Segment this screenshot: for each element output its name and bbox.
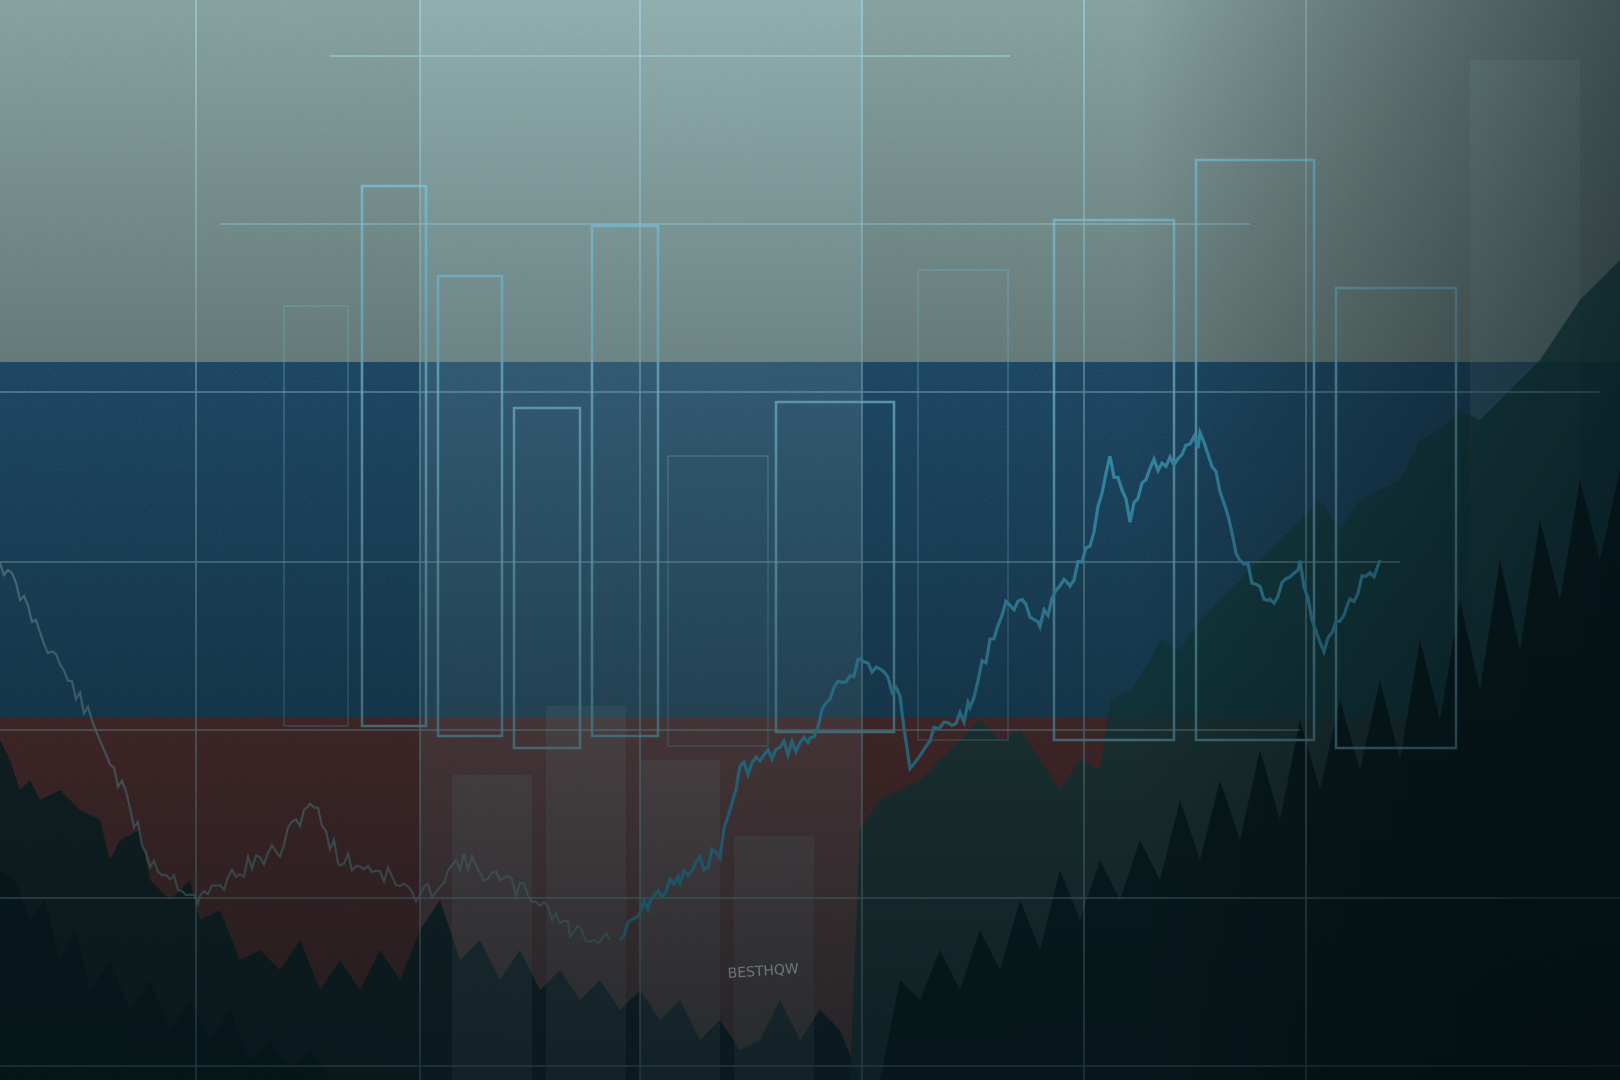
watermark-text: BESTHQW <box>727 961 799 982</box>
